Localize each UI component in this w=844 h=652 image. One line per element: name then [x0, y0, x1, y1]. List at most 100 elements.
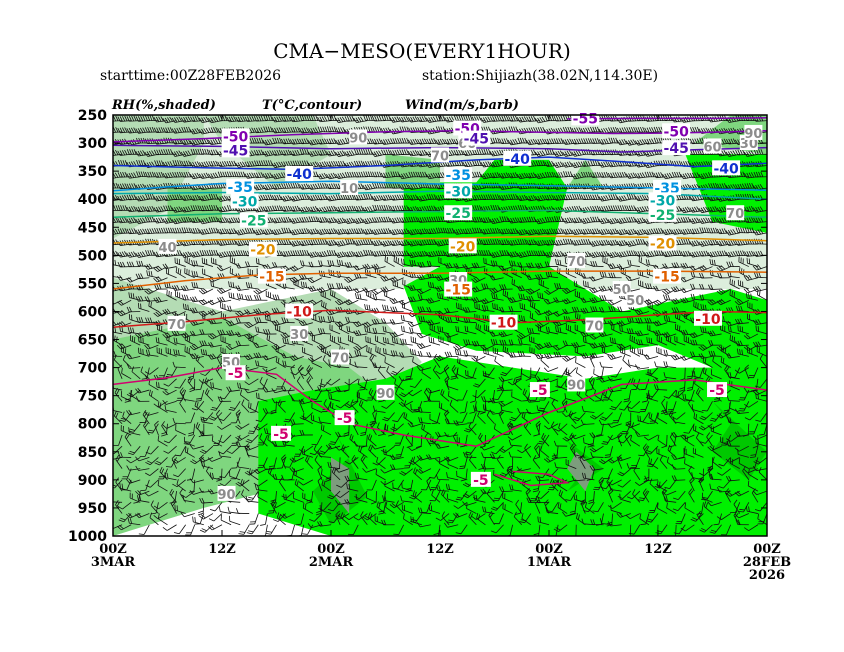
barb-feather: [663, 294, 666, 300]
rh-region-60-5: [167, 188, 222, 222]
barb-feather: [697, 303, 699, 309]
barb-staff: [746, 165, 758, 168]
barb-staff: [756, 221, 767, 224]
wind-barb: [755, 393, 767, 402]
barb-feather: [755, 149, 759, 155]
barb-staff: [620, 352, 631, 357]
barb-feather: [757, 393, 759, 400]
barb-feather: [756, 289, 759, 295]
wind-barb: [753, 271, 767, 279]
barb-staff: [611, 299, 622, 306]
barb-staff: [755, 276, 767, 279]
barb-feather: [752, 207, 757, 213]
barb-staff: [760, 412, 767, 422]
barb-feather: [755, 459, 761, 464]
barb-staff: [756, 398, 767, 402]
wind-barb: [756, 346, 767, 357]
barb-feather: [757, 319, 762, 325]
barb-staff: [756, 330, 767, 335]
barb-staff: [757, 294, 767, 301]
barb-staff: [759, 502, 767, 512]
barb-feather: [639, 348, 641, 355]
wind-barb: [752, 434, 767, 440]
barb-feather: [531, 313, 534, 319]
barb-feather: [575, 357, 577, 363]
barb-feather: [759, 354, 764, 360]
barb-feather: [733, 336, 736, 343]
barb-staff: [759, 378, 767, 388]
barb-feather: [585, 337, 587, 343]
wind-barb: [756, 289, 767, 301]
barb-feather: [665, 361, 668, 367]
rh-region-70-9: [685, 154, 767, 233]
barb-feather: [757, 341, 762, 347]
wind-barb: [575, 357, 586, 368]
barb-feather: [575, 367, 578, 373]
wind-barb: [754, 378, 767, 388]
barb-feather: [667, 294, 671, 301]
wind-barb: [663, 361, 677, 368]
barb-feather: [665, 349, 668, 356]
barb-feather: [758, 433, 765, 436]
barb-feather: [755, 229, 759, 235]
barb-feather: [637, 269, 639, 275]
barb-feather: [757, 513, 760, 519]
rh-region-70-11: [403, 266, 767, 402]
barb-staff: [601, 366, 613, 368]
barb-feather: [751, 182, 755, 189]
chart-title: CMA−MESO(EVERY1HOUR): [273, 39, 571, 63]
barb-feather: [758, 149, 761, 155]
barb-feather: [750, 150, 755, 156]
barb-feather: [620, 387, 626, 390]
barb-feather: [752, 435, 758, 440]
barb-staff: [756, 490, 767, 496]
rh-region-80-15: [712, 401, 767, 480]
wind-barb: [643, 354, 659, 360]
barb-feather: [748, 172, 752, 178]
barb-feather: [754, 509, 761, 512]
barb-feather: [757, 326, 760, 332]
barb-staff: [547, 367, 559, 373]
barb-feather: [750, 172, 755, 178]
barb-staff: [756, 344, 767, 348]
barb-feather: [752, 286, 757, 292]
barb-feather: [603, 295, 607, 301]
barb-feather: [663, 349, 666, 355]
barb-feather: [754, 385, 761, 388]
barb-staff: [589, 357, 595, 368]
barb-staff: [756, 434, 767, 440]
barb-feather: [757, 264, 762, 269]
barb-staff: [540, 359, 550, 368]
barb-feather: [619, 325, 621, 331]
barb-staff: [756, 322, 767, 326]
barb-staff: [759, 358, 767, 368]
barb-feather: [755, 419, 761, 422]
barb-feather: [654, 361, 657, 367]
barb-feather: [759, 290, 761, 297]
barb-feather: [529, 376, 535, 378]
barb-staff: [756, 165, 767, 168]
barb-feather: [753, 171, 757, 178]
barb-feather: [759, 184, 764, 189]
barb-staff: [758, 457, 767, 465]
barb-feather: [760, 217, 764, 223]
barb-feather: [637, 347, 639, 354]
barb-feather: [746, 183, 750, 189]
barb-feather: [755, 217, 759, 223]
barb-staff: [758, 471, 767, 481]
wind-barb: [744, 172, 758, 179]
barb-feather: [752, 390, 758, 396]
barb-feather: [755, 341, 759, 347]
wind-barb: [628, 359, 640, 368]
barb-feather: [564, 371, 571, 375]
barb-feather: [663, 361, 666, 367]
barb-feather: [758, 171, 761, 178]
barb-feather: [576, 281, 578, 287]
barb-feather: [746, 172, 750, 178]
barb-feather: [693, 301, 695, 307]
barb-feather: [744, 183, 748, 189]
barb-staff: [575, 362, 586, 368]
barb-staff: [756, 389, 767, 396]
wind-barb: [622, 354, 632, 368]
